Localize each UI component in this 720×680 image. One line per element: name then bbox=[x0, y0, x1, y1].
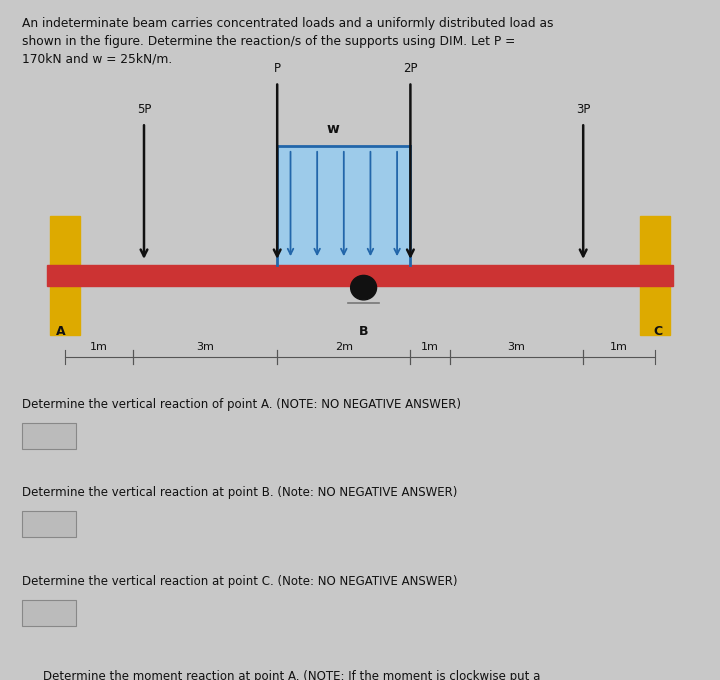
Text: An indeterminate beam carries concentrated loads and a uniformly distributed loa: An indeterminate beam carries concentrat… bbox=[22, 17, 553, 65]
Text: Determine the moment reaction at point A. (NOTE: If the moment is clockwise put : Determine the moment reaction at point A… bbox=[43, 670, 541, 680]
Text: Determine the vertical reaction at point B. (Note: NO NEGATIVE ANSWER): Determine the vertical reaction at point… bbox=[22, 486, 457, 499]
Bar bbox=[277, 146, 410, 265]
Text: P: P bbox=[274, 62, 281, 75]
Text: A: A bbox=[56, 325, 66, 338]
Text: 1m: 1m bbox=[421, 341, 439, 352]
Bar bbox=[50, 216, 80, 335]
Text: B: B bbox=[359, 325, 369, 338]
Text: C: C bbox=[653, 325, 662, 338]
Text: w: w bbox=[326, 122, 339, 136]
Circle shape bbox=[351, 275, 377, 300]
Text: 3m: 3m bbox=[197, 341, 214, 352]
Text: 3m: 3m bbox=[508, 341, 526, 352]
Text: Determine the vertical reaction at point C. (Note: NO NEGATIVE ANSWER): Determine the vertical reaction at point… bbox=[22, 575, 457, 588]
Bar bbox=[22, 511, 76, 537]
Bar bbox=[22, 600, 76, 626]
Text: 1m: 1m bbox=[611, 341, 628, 352]
Text: 3P: 3P bbox=[576, 103, 590, 116]
Text: 5P: 5P bbox=[137, 103, 151, 116]
Bar bbox=[640, 216, 670, 335]
Text: Determine the vertical reaction of point A. (NOTE: NO NEGATIVE ANSWER): Determine the vertical reaction of point… bbox=[22, 398, 461, 411]
Bar bbox=[22, 423, 76, 449]
Text: 2m: 2m bbox=[335, 341, 353, 352]
Bar bbox=[47, 265, 673, 286]
Text: 2P: 2P bbox=[403, 62, 418, 75]
Text: 1m: 1m bbox=[90, 341, 108, 352]
